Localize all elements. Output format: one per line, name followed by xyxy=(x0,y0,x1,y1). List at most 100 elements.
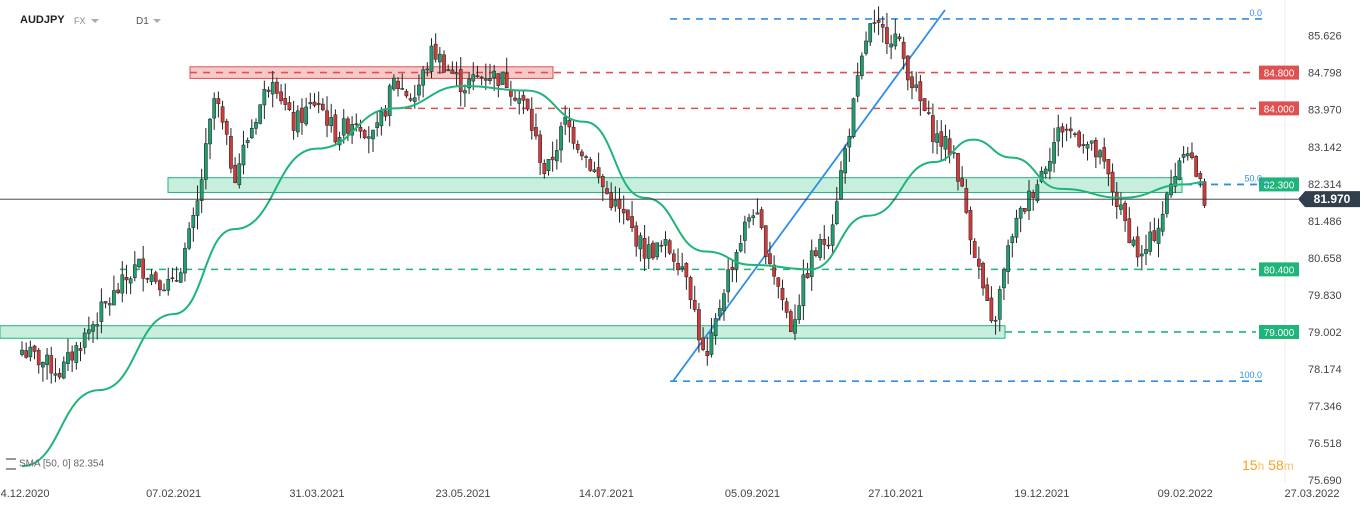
candle-body xyxy=(646,244,651,259)
candle-body xyxy=(697,309,701,341)
candle-body xyxy=(910,76,914,89)
candle-body xyxy=(270,82,275,95)
candle-body xyxy=(1052,142,1056,164)
candle-body xyxy=(630,216,634,229)
symbol-label[interactable]: AUDJPY xyxy=(20,14,65,26)
candle-body xyxy=(809,250,814,277)
candle-body xyxy=(333,114,338,143)
indicator-legend[interactable]: SMA [50, 0] 82.354 xyxy=(6,458,104,470)
candle-body xyxy=(107,303,112,306)
y-tick-label: 83.142 xyxy=(1308,142,1342,154)
timeframe-dropdown-icon[interactable] xyxy=(153,19,161,23)
candle-body xyxy=(254,122,258,129)
countdown-hours: 15 xyxy=(1242,457,1258,473)
candle-body xyxy=(49,355,54,374)
candle-body xyxy=(1098,150,1102,158)
candle-body xyxy=(621,208,626,214)
candle-body xyxy=(1173,176,1178,187)
candle-body xyxy=(137,258,141,268)
candle-body xyxy=(412,97,417,102)
candle-body xyxy=(245,140,250,144)
candle-body xyxy=(634,225,639,247)
candle-body xyxy=(839,170,843,200)
candle-body xyxy=(968,210,973,241)
candle-body xyxy=(329,117,334,126)
candle-body xyxy=(295,110,300,133)
candle-body xyxy=(78,348,83,351)
candle-body xyxy=(316,102,321,106)
candle-body xyxy=(730,266,735,270)
candle-body xyxy=(1068,128,1073,132)
candle-body xyxy=(717,308,722,317)
candle-body xyxy=(91,324,95,332)
candle-body xyxy=(1085,144,1090,149)
candle-body xyxy=(116,289,120,294)
candle-body xyxy=(141,258,146,279)
candle-body xyxy=(237,163,242,186)
type-dropdown-icon[interactable] xyxy=(91,19,99,23)
candle-body xyxy=(701,337,705,350)
candle-body xyxy=(609,192,614,208)
candle-body xyxy=(642,237,647,259)
instrument-type-label: FX xyxy=(74,16,86,26)
candle-body xyxy=(1073,133,1077,136)
candle-body xyxy=(375,122,380,128)
candle-body xyxy=(132,264,137,278)
candle-body xyxy=(463,90,467,94)
candle-body xyxy=(676,262,680,271)
candle-body xyxy=(743,221,747,241)
candle-body xyxy=(542,163,547,174)
candle-body xyxy=(120,274,125,294)
y-tick-label: 79.002 xyxy=(1308,327,1342,339)
candle-body xyxy=(860,55,864,77)
candle-body xyxy=(905,55,910,81)
candle-body xyxy=(70,351,74,361)
candle-body xyxy=(216,98,221,104)
x-tick-label: 27.10.2021 xyxy=(868,488,923,500)
y-tick-label: 78.174 xyxy=(1308,364,1342,376)
candle-body xyxy=(496,73,501,86)
candle-body xyxy=(550,156,555,161)
candle-body xyxy=(1089,140,1094,144)
candle-body xyxy=(275,81,279,94)
candle-body xyxy=(847,136,852,148)
candle-body xyxy=(1135,236,1140,258)
candle-body xyxy=(768,253,772,264)
candle-body xyxy=(722,293,726,312)
level-badge xyxy=(1259,65,1299,80)
candle-body xyxy=(1031,192,1036,198)
candle-body xyxy=(931,115,935,142)
sma-label: SMA [50, 0] 82.354 xyxy=(19,458,105,470)
candle-body xyxy=(404,90,409,97)
candle-body xyxy=(834,201,839,225)
candle-body xyxy=(379,111,384,127)
candle-body xyxy=(103,301,108,304)
candle-body xyxy=(935,133,939,143)
candle-body xyxy=(36,350,41,366)
countdown-hours-unit: h xyxy=(1257,459,1265,473)
x-tick-label: 09.02.2022 xyxy=(1158,488,1213,500)
x-tick-label: 14.07.2021 xyxy=(579,488,634,500)
candle-body xyxy=(759,209,764,228)
candle-body xyxy=(575,144,580,150)
candle-body xyxy=(208,118,212,145)
candle-body xyxy=(124,277,129,281)
candle-body xyxy=(1181,153,1186,158)
candle-body xyxy=(1190,152,1194,158)
candle-body xyxy=(1035,184,1040,202)
candle-body xyxy=(914,84,919,88)
candle-body xyxy=(788,311,793,332)
timeframe-label[interactable]: D1 xyxy=(136,16,149,27)
x-tick-label: 05.09.2021 xyxy=(725,488,780,500)
level-badge-label: 79.000 xyxy=(1264,328,1295,339)
candle-body xyxy=(889,43,893,48)
candle-body xyxy=(1165,193,1169,214)
candle-body xyxy=(166,278,171,291)
candle-body xyxy=(220,106,225,123)
candle-body xyxy=(947,138,952,156)
candle-body xyxy=(977,258,981,267)
current-price-label: 81.970 xyxy=(1314,192,1351,206)
candle-body xyxy=(943,136,948,150)
candle-body xyxy=(726,269,731,293)
